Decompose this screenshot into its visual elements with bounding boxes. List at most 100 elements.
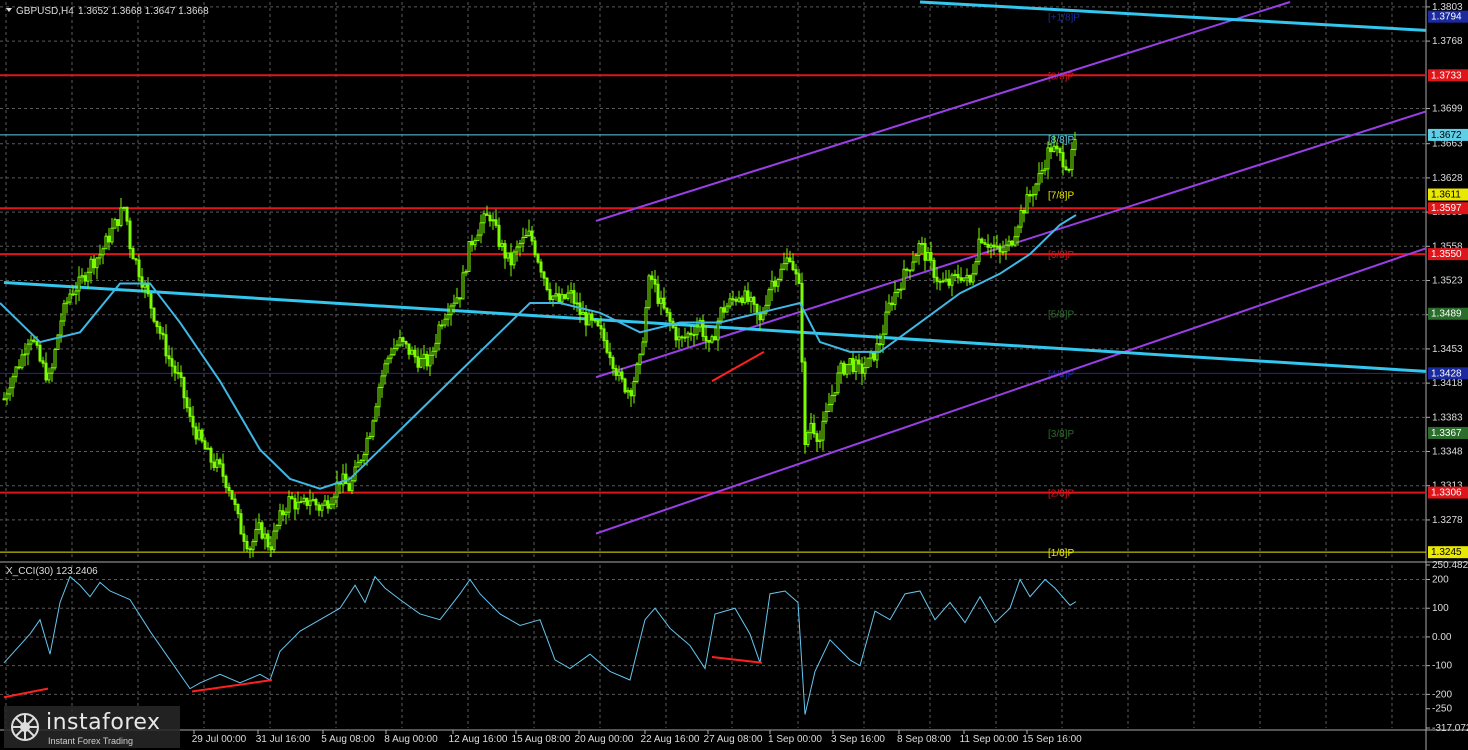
murray-level-label: [7/8]P xyxy=(1048,191,1074,202)
candle-body xyxy=(1040,169,1044,175)
candle-body xyxy=(1055,145,1059,150)
candle-body xyxy=(992,244,996,248)
candle-body xyxy=(341,473,345,485)
dropdown-triangle-icon[interactable] xyxy=(6,8,12,12)
candle-body xyxy=(476,234,480,242)
candle-body xyxy=(482,213,486,224)
price-divergence xyxy=(711,350,765,383)
y-tick-label: 1.3453 xyxy=(1432,344,1463,355)
candle-body xyxy=(404,340,408,345)
candle-body xyxy=(914,254,918,263)
candle-body xyxy=(779,268,783,281)
candle-body xyxy=(290,496,294,500)
candle-body xyxy=(29,339,33,345)
candle-body xyxy=(953,273,957,276)
candle-body xyxy=(272,530,276,551)
cci-tick-label: 200 xyxy=(1432,574,1449,585)
candle-body xyxy=(902,268,906,290)
candle-body xyxy=(200,429,204,442)
x-tick-label: 1 Sep 00:00 xyxy=(768,734,822,745)
candle-body xyxy=(995,245,999,248)
candle-body xyxy=(1016,226,1020,238)
candle-body xyxy=(572,290,576,304)
murray-axis-tag xyxy=(1428,307,1468,320)
candle-body xyxy=(956,273,960,279)
candle-body xyxy=(785,257,789,265)
candle-body xyxy=(374,406,378,422)
candle-body xyxy=(68,293,72,303)
candle-body xyxy=(1025,194,1029,214)
murray-axis-value: 1.3597 xyxy=(1431,203,1462,214)
candle-body xyxy=(41,360,45,364)
candle-body xyxy=(842,362,846,375)
candle-body xyxy=(647,275,651,309)
candle-body xyxy=(701,320,705,337)
candle-body xyxy=(416,356,420,368)
candle-body xyxy=(491,219,495,222)
candle-body xyxy=(254,529,258,543)
candle-body xyxy=(377,386,381,408)
cci-tick-label: -317.0721 xyxy=(1432,723,1468,734)
candle-body xyxy=(392,348,396,356)
candle-body xyxy=(5,393,9,400)
candle-body xyxy=(1013,236,1017,246)
cci-divergence-line xyxy=(3,687,49,699)
candle-body xyxy=(656,283,660,304)
candle-body xyxy=(365,437,369,456)
candle-body xyxy=(611,357,615,369)
candle-body xyxy=(248,548,252,551)
candle-body xyxy=(116,219,120,226)
candle-body xyxy=(668,312,672,322)
y-tick-label: 1.3803 xyxy=(1432,2,1463,13)
x-tick-label: 12 Aug 16:00 xyxy=(449,734,508,745)
candle-body xyxy=(227,486,231,492)
murray-level-label: [4/8]P xyxy=(1048,369,1074,380)
candle-body xyxy=(851,358,855,373)
candle-body xyxy=(302,497,306,503)
candle-body xyxy=(224,475,228,488)
cci-tick-label: -100 xyxy=(1432,661,1452,672)
candle-body xyxy=(350,480,354,492)
candle-body xyxy=(689,332,693,336)
candle-body xyxy=(596,320,600,327)
candle-body xyxy=(221,463,225,477)
candle-body xyxy=(296,501,300,510)
candle-body xyxy=(989,244,993,248)
candle-body xyxy=(401,337,405,342)
candle-body xyxy=(746,290,750,302)
candle-body xyxy=(485,213,489,216)
candle-series xyxy=(2,131,1077,559)
cci-divergence-line xyxy=(191,679,273,693)
candle-body xyxy=(617,371,621,376)
candle-body xyxy=(563,294,567,299)
candle-body xyxy=(605,340,609,353)
x-tick-label: 27 Aug 08:00 xyxy=(704,734,763,745)
candle-body xyxy=(827,403,831,413)
x-tick-label: 11 Sep 00:00 xyxy=(960,734,1019,745)
trend-line-lower xyxy=(3,280,1427,373)
y-tick-label: 1.3768 xyxy=(1432,36,1463,47)
cci-tick-label: 100 xyxy=(1432,603,1449,614)
trend-lines xyxy=(3,0,1427,373)
candle-body xyxy=(473,240,477,246)
candle-body xyxy=(1004,244,1008,253)
chart-header: GBPUSD,H4 1.3652 1.3668 1.3647 1.3668 X_… xyxy=(6,6,209,577)
candle-body xyxy=(1022,210,1026,214)
candle-body xyxy=(11,376,15,389)
candle-body xyxy=(845,363,849,375)
x-tick-label: 29 Jul 00:00 xyxy=(192,734,247,745)
candle-body xyxy=(527,230,531,237)
candle-body xyxy=(212,461,216,468)
x-tick-label: 5 Aug 08:00 xyxy=(321,734,375,745)
candle-body xyxy=(437,324,441,344)
murray-axis-value: 1.3306 xyxy=(1431,488,1462,499)
candle-body xyxy=(419,357,423,368)
murray-axis-tag xyxy=(1428,367,1468,380)
x-tick-label: 20 Aug 00:00 xyxy=(575,734,634,745)
candle-body xyxy=(215,459,219,468)
murray-axis-value: 1.3550 xyxy=(1431,249,1462,260)
candle-body xyxy=(431,350,435,356)
candle-body xyxy=(50,367,54,374)
